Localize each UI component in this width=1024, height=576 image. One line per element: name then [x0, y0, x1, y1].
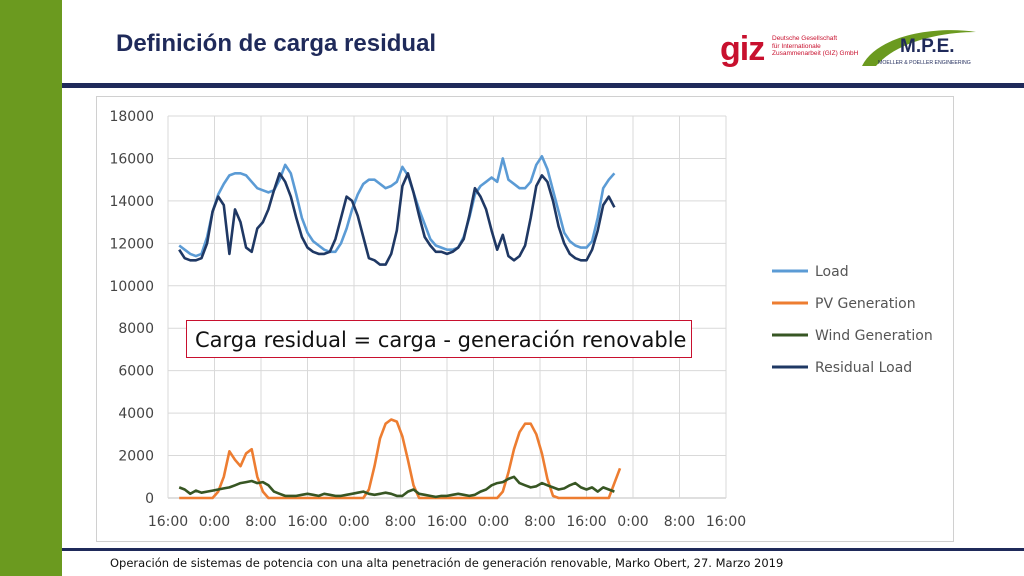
mpe-logo-mark: M.P.E.: [900, 36, 955, 57]
footer-rule: [62, 548, 1024, 551]
series-line-pv-generation: [179, 418, 622, 500]
series-line-wind-generation: [178, 475, 615, 499]
mpe-swoosh: [862, 30, 976, 66]
x-tick-label: 8:00: [385, 514, 416, 530]
mpe-logo: M.P.E. MOELLER & POELLER ENGINEERING: [862, 30, 976, 66]
x-tick-label: 8:00: [524, 514, 555, 530]
giz-logo-text: Deutsche Gesellschaft für Internationale…: [772, 35, 858, 58]
giz-logo: giz Deutsche Gesellschaft für Internatio…: [720, 30, 860, 68]
legend-label: Residual Load: [815, 360, 912, 376]
x-tick-label: 0:00: [338, 514, 369, 530]
legend-label: PV Generation: [815, 296, 916, 312]
giz-logo-line: Deutsche Gesellschaft: [772, 35, 838, 42]
y-tick-label: 0: [145, 491, 154, 507]
accent-sidebar: [0, 0, 62, 576]
y-axis-ticks: 0 2000 4000 6000 8000 10000 12000 14000 16000 180…: [109, 109, 154, 507]
header-rule: [62, 83, 1024, 88]
series-line-load: [178, 154, 616, 258]
slide-footer: Operación de sistemas de potencia con un…: [110, 556, 784, 570]
giz-logo-line: Zusammenarbeit (GIZ) GmbH: [772, 50, 859, 57]
y-tick-label: 8000: [118, 321, 154, 337]
x-tick-label: 8:00: [664, 514, 695, 530]
y-tick-label: 10000: [109, 279, 154, 295]
series-line-residual-load: [178, 172, 616, 266]
formula-annotation: Carga residual = carga - generación reno…: [186, 320, 692, 358]
x-tick-label: 16:00: [148, 514, 188, 530]
y-tick-label: 2000: [118, 449, 154, 465]
y-tick-label: 6000: [118, 364, 154, 380]
x-tick-label: 0:00: [617, 514, 648, 530]
y-tick-label: 18000: [109, 109, 154, 125]
y-tick-label: 16000: [109, 151, 154, 167]
mpe-logo-text: MOELLER & POELLER ENGINEERING: [878, 60, 971, 66]
slide-title: Definición de carga residual: [116, 30, 437, 57]
gridlines: [167, 115, 727, 499]
x-tick-label: 0:00: [478, 514, 509, 530]
y-tick-label: 4000: [118, 406, 154, 422]
legend: Load PV Generation Wind Generation Residual…: [772, 264, 933, 376]
x-tick-label: 16:00: [427, 514, 467, 530]
line-chart: 0 2000 4000 6000 8000 10000 12000 14000 16000 180…: [109, 109, 933, 530]
legend-label: Wind Generation: [815, 328, 933, 344]
legend-label: Load: [815, 264, 849, 280]
series-lines: [178, 154, 622, 500]
y-tick-label: 12000: [109, 236, 154, 252]
x-tick-label: 0:00: [199, 514, 230, 530]
x-tick-label: 16:00: [566, 514, 606, 530]
giz-logo-mark: giz: [720, 30, 765, 68]
y-tick-label: 14000: [109, 194, 154, 210]
x-tick-label: 8:00: [245, 514, 276, 530]
x-tick-label: 16:00: [706, 514, 746, 530]
x-axis-ticks: 16:00 0:00 8:00 16:00 0:00 8:00 16:00 0:00 8:00 1…: [148, 514, 746, 530]
giz-logo-line: für Internationale: [772, 42, 821, 50]
x-tick-label: 16:00: [287, 514, 327, 530]
chart-frame: [96, 96, 954, 542]
